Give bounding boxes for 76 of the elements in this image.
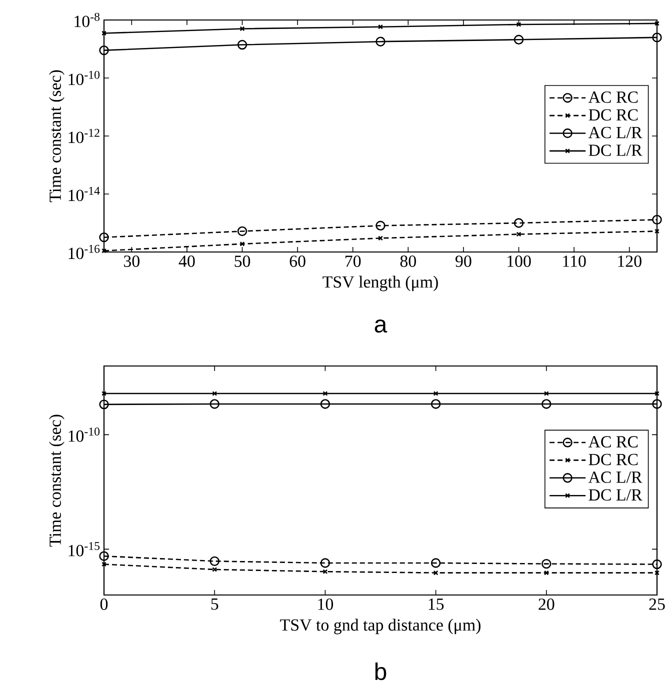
point xyxy=(516,232,522,237)
point xyxy=(210,399,220,409)
point xyxy=(237,40,248,50)
point xyxy=(240,241,245,246)
x-axis-title: TSV length (μm) xyxy=(322,276,438,292)
y-tick-label: 10$^{-10}$ xyxy=(68,70,100,86)
y-tick-label: 10$^{-14}$ xyxy=(68,186,100,202)
legend-label: AC L/R xyxy=(588,472,642,483)
point xyxy=(237,226,248,236)
y-tick-label: 10$^{-12}$ xyxy=(68,128,100,144)
point xyxy=(652,214,662,225)
point xyxy=(99,232,109,242)
point xyxy=(542,558,552,569)
point xyxy=(544,391,549,396)
y-tick-label: 10$^{-10}$ xyxy=(68,428,100,442)
point xyxy=(544,570,549,576)
point xyxy=(322,391,328,396)
x-tick-label: 100 xyxy=(508,256,531,267)
text: b xyxy=(375,662,386,680)
point xyxy=(240,26,245,32)
point xyxy=(378,24,383,30)
point xyxy=(376,36,386,46)
x-tick-label: 10 xyxy=(318,598,334,610)
x-tick-label: 110 xyxy=(563,256,586,267)
x-tick-label: 20 xyxy=(538,598,554,610)
point xyxy=(99,45,109,56)
x-tick-label: 5 xyxy=(211,598,218,610)
x-tick-label: 90 xyxy=(456,256,472,267)
point xyxy=(514,34,524,44)
y-tick-label: 10$^{-15}$ xyxy=(68,542,100,556)
y-axis-title: Time constant (sec) xyxy=(49,70,64,202)
point xyxy=(210,556,220,566)
point xyxy=(430,558,441,568)
point xyxy=(433,570,438,576)
legend-label: DC RC xyxy=(588,454,638,466)
point xyxy=(652,559,662,570)
x-tick-label: 120 xyxy=(618,256,642,267)
x-tick-label: 40 xyxy=(178,256,195,267)
point xyxy=(516,22,522,27)
point xyxy=(99,400,109,410)
point xyxy=(542,399,552,409)
text: a xyxy=(374,320,388,333)
x-tick-label: 60 xyxy=(290,256,306,267)
x-tick-label: 0 xyxy=(100,598,108,610)
point xyxy=(99,551,109,561)
legend-label: AC L/R xyxy=(588,126,642,138)
legend-label: AC RC xyxy=(588,436,638,448)
point xyxy=(652,32,662,42)
x-tick-label: 25 xyxy=(649,598,665,610)
legend-label: DC RC xyxy=(588,109,638,121)
point xyxy=(212,391,218,396)
y-axis-title: Time constant (sec) xyxy=(49,414,64,547)
point xyxy=(378,236,383,241)
point xyxy=(430,399,441,409)
x-tick-label: 15 xyxy=(428,598,444,610)
point xyxy=(212,567,218,572)
point xyxy=(654,228,660,234)
legend-label: DC L/R xyxy=(588,489,642,501)
legend-label: AC RC xyxy=(588,92,638,103)
point xyxy=(433,391,438,396)
y-tick-label: 10$^{-16}$ xyxy=(68,244,100,260)
point xyxy=(514,218,524,228)
x-tick-label: 70 xyxy=(345,256,361,267)
x-tick-label: 80 xyxy=(400,256,416,267)
x-tick-label: 50 xyxy=(234,256,250,267)
point xyxy=(652,399,662,409)
point xyxy=(102,562,106,567)
legend-label: DC L/R xyxy=(588,144,642,156)
x-tick-label: 30 xyxy=(124,256,140,267)
point xyxy=(376,220,386,231)
point xyxy=(320,558,330,568)
point xyxy=(654,570,660,576)
x-axis-title: TSV to gnd tap distance (μm) xyxy=(280,618,480,634)
y-tick-label: 10$^{-8}$ xyxy=(74,12,100,28)
point xyxy=(322,569,328,574)
point xyxy=(320,399,330,409)
